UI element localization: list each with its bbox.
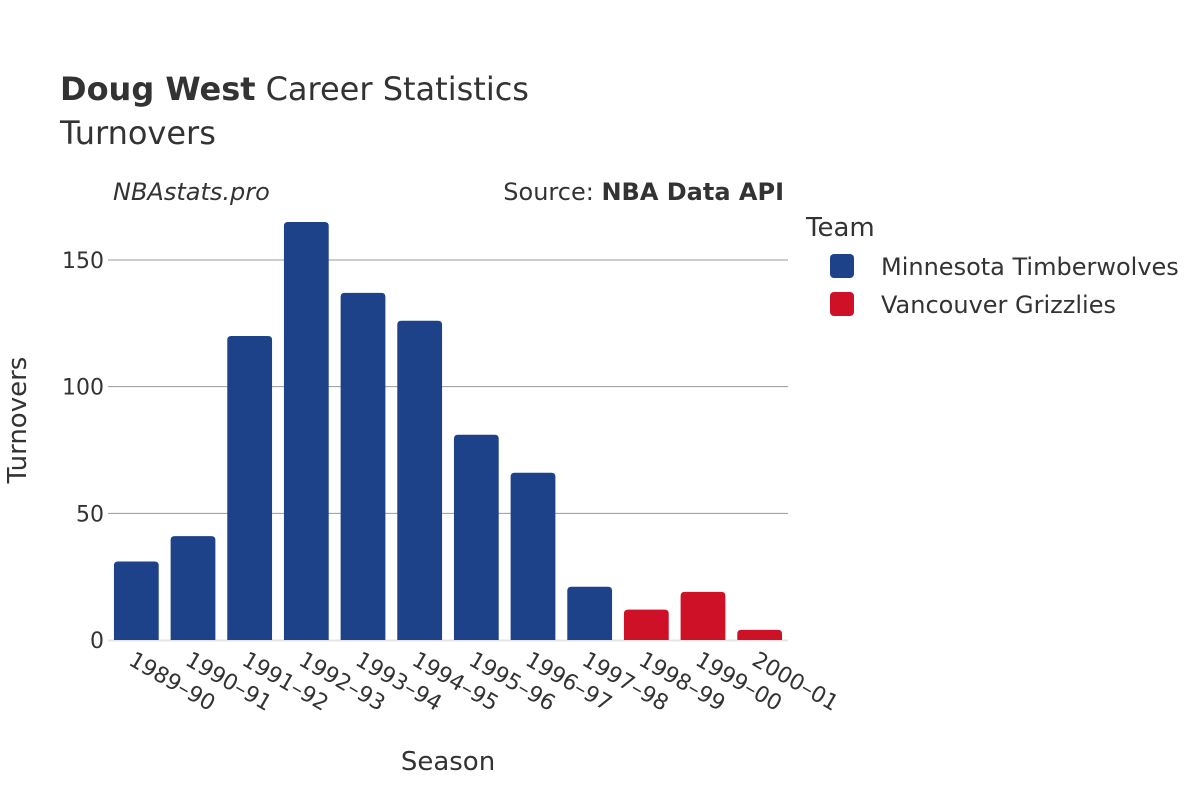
y-tick-label: 0	[90, 629, 104, 654]
chart-title: Doug West Career Statistics	[60, 70, 529, 108]
bar-1994–95[interactable]	[397, 320, 443, 640]
gridlines	[108, 259, 788, 642]
title-rest: Career Statistics	[266, 70, 529, 108]
legend: Team Minnesota Timberwolves Vancouver Gr…	[805, 213, 1179, 319]
bars	[113, 222, 783, 640]
legend-swatch-timberwolves	[830, 254, 854, 278]
chart-subtitle: Turnovers	[59, 114, 216, 152]
site-credit: NBAstats.pro	[113, 178, 270, 206]
bar-1993–94[interactable]	[340, 292, 386, 640]
bar-1997–98[interactable]	[567, 586, 613, 640]
bar-1989–90[interactable]	[113, 561, 159, 640]
legend-label-timberwolves[interactable]: Minnesota Timberwolves	[881, 253, 1179, 281]
bar-1999–00[interactable]	[680, 591, 726, 640]
legend-label-grizzlies[interactable]: Vancouver Grizzlies	[881, 291, 1116, 319]
y-tick-label: 150	[62, 249, 104, 274]
x-axis-title: Season	[401, 747, 495, 777]
y-axis-ticks: 0 50 100 150	[62, 249, 104, 654]
title-player-name: Doug West	[60, 70, 256, 108]
source-prefix: Source:	[503, 178, 601, 206]
bar-1998–99[interactable]	[623, 609, 669, 640]
y-tick-label: 100	[62, 376, 104, 401]
bar-1995–96[interactable]	[453, 434, 499, 640]
legend-title: Team	[805, 213, 875, 243]
y-tick-label: 50	[76, 502, 104, 527]
bar-1992–93[interactable]	[283, 222, 329, 640]
legend-swatch-grizzlies	[830, 292, 854, 316]
bar-1990–91[interactable]	[170, 536, 216, 640]
x-axis-ticks: 1989–901990–911991–921992–931993–941994–…	[124, 648, 842, 717]
y-axis-title: Turnovers	[3, 357, 33, 485]
bar-1996–97[interactable]	[510, 472, 556, 640]
source-name: NBA Data API	[601, 178, 784, 206]
source-credit: Source: NBA Data API	[503, 178, 784, 206]
bar-2000–01[interactable]	[737, 629, 783, 640]
bar-1991–92[interactable]	[227, 336, 273, 640]
